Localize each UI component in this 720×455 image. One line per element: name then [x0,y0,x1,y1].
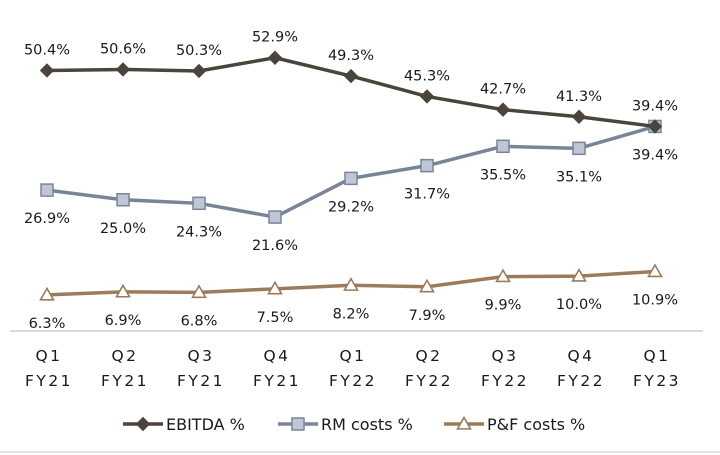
legend-label-rm-costs: RM costs % [321,415,413,434]
data-label-p-f-costs: 6.3% [29,316,66,332]
data-point-ebitda [647,119,663,134]
x-tick-label-quarter: Q1 [643,347,670,365]
x-axis-labels: Q1 FY21 Q2 FY21 Q3 FY21 Q4 FY21 Q1 FY22 Q2 FY22 Q3 FY… [25,347,681,390]
data-label-rm-costs: 39.4% [632,147,678,163]
x-tick-label-year: FY23 [633,372,681,390]
data-point-p-f-costs [267,280,283,295]
data-label-ebitda: 49.3% [328,48,374,64]
x-tick-label-year: FY22 [329,372,377,390]
x-tick-label-year: FY22 [481,372,529,390]
data-point-rm-costs [496,139,510,154]
data-point-rm-costs [572,141,586,156]
data-point-ebitda [39,63,55,78]
x-tick-label-quarter: Q4 [263,347,290,365]
data-label-ebitda: 42.7% [480,82,526,98]
data-label-rm-costs: 35.1% [556,169,602,185]
data-point-p-f-costs [343,277,359,291]
x-tick-label-quarter: Q3 [491,347,518,365]
legend-label-ebitda: EBITDA % [166,415,245,434]
x-tick-label-quarter: Q1 [35,347,62,365]
x-tick-label-year: FY21 [101,372,149,390]
x-tick-label-year: FY21 [253,372,301,390]
x-tick-label-year: FY21 [25,372,73,390]
data-point-p-f-costs [495,268,511,283]
data-point-p-f-costs [39,286,55,301]
data-point-p-f-costs [115,283,131,298]
data-label-ebitda: 50.4% [24,42,70,58]
x-tick-label-quarter: Q2 [415,347,442,365]
x-tick-label-quarter: Q2 [111,347,138,365]
data-point-ebitda [571,109,587,124]
series-p-f-costs [39,263,663,301]
data-label-rm-costs: 29.2% [328,199,374,215]
legend-marker-p-f-costs [456,415,472,430]
data-point-p-f-costs [419,278,435,293]
data-label-p-f-costs: 10.0% [556,297,602,313]
x-tick-label-year: FY21 [177,372,225,390]
x-tick-label-quarter: Q1 [339,347,366,365]
x-tick-label-quarter: Q3 [187,347,214,365]
data-label-rm-costs: 21.6% [252,238,298,254]
data-point-rm-costs [40,183,54,197]
data-label-ebitda: 50.3% [176,43,222,59]
data-point-ebitda [115,62,131,77]
data-label-rm-costs: 26.9% [24,211,70,227]
data-point-p-f-costs [571,267,587,282]
legend-item-p-f-costs: P&F costs % [444,415,585,434]
data-label-ebitda: 50.6% [100,41,146,57]
data-label-ebitda: 45.3% [404,68,450,84]
x-tick-label-year: FY22 [405,372,453,390]
data-point-rm-costs [192,196,206,211]
data-label-p-f-costs: 9.9% [485,298,522,314]
data-label-rm-costs: 31.7% [404,187,450,203]
series-layer [39,50,663,301]
data-point-rm-costs [116,193,130,207]
data-label-p-f-costs: 7.5% [257,310,294,326]
data-label-ebitda: 39.4% [632,98,678,114]
data-point-rm-costs [268,210,282,224]
data-label-p-f-costs: 7.9% [409,308,446,324]
data-point-ebitda [419,89,435,104]
legend-marker-ebitda [135,416,151,432]
x-tick-label-year: FY22 [557,372,605,390]
x-tick-label-quarter: Q4 [567,347,594,365]
legend-item-ebitda: EBITDA % [123,415,245,434]
data-point-ebitda [495,102,511,117]
data-label-p-f-costs: 6.8% [181,313,218,329]
data-label-rm-costs: 25.0% [100,221,146,237]
data-label-ebitda: 41.3% [556,89,602,105]
data-label-p-f-costs: 10.9% [632,293,678,309]
data-label-rm-costs: 35.5% [480,167,526,183]
legend-label-p-f-costs: P&F costs % [487,415,585,434]
data-labels: 50.4% 50.6% 50.3% 52.9% 49.3% 45.3% 42.7% 41.3%… [24,30,678,332]
data-point-ebitda [191,63,207,79]
legend: EBITDA % RM costs % P&F costs % [123,415,585,434]
data-label-rm-costs: 24.3% [176,224,222,240]
series-ebitda [39,50,663,134]
data-point-ebitda [267,50,283,65]
legend-item-rm-costs: RM costs % [278,415,413,434]
data-point-ebitda [343,68,359,84]
data-label-p-f-costs: 8.2% [333,306,370,322]
legend-marker-rm-costs [291,417,305,431]
data-point-p-f-costs [647,263,663,278]
data-label-p-f-costs: 6.9% [105,313,142,329]
data-label-ebitda: 52.9% [252,30,298,46]
data-point-rm-costs [344,171,358,186]
data-point-p-f-costs [191,284,207,299]
data-point-rm-costs [420,158,434,173]
